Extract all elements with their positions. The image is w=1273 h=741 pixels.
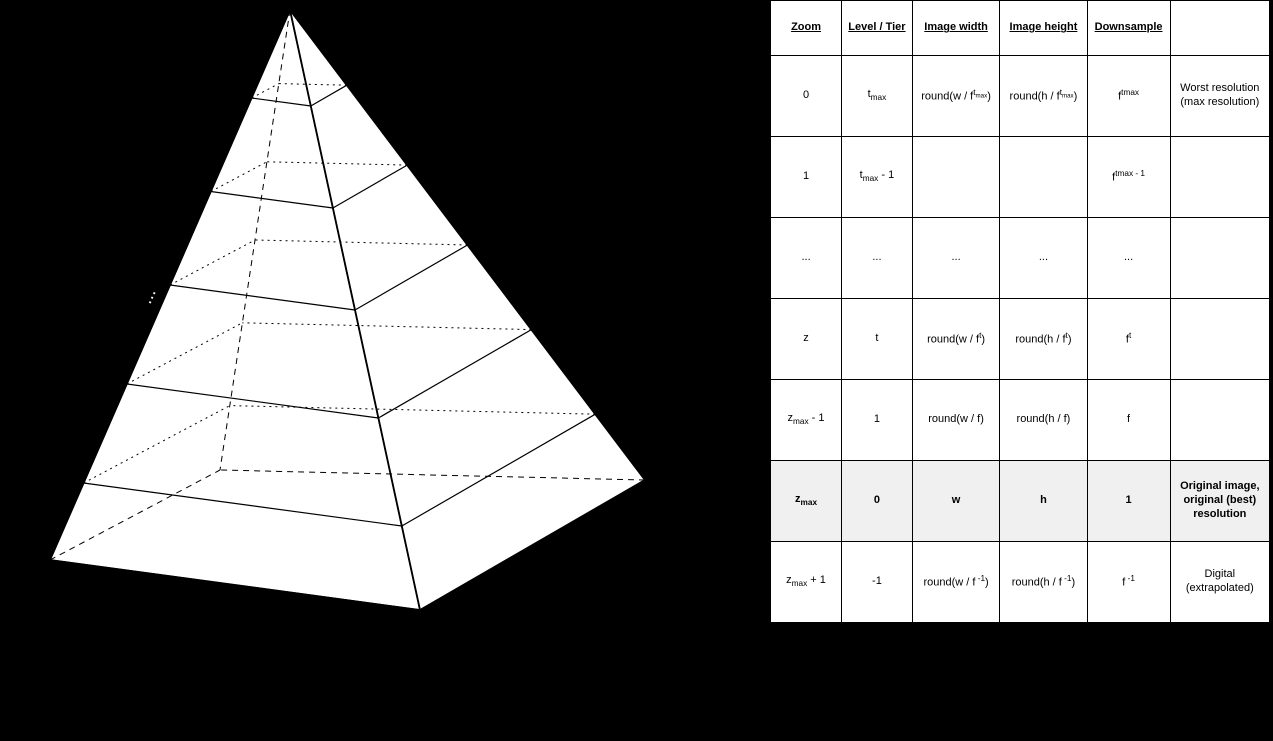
table-cell: 0 <box>842 461 913 542</box>
table-cell: round(w / ft) <box>912 299 1000 380</box>
table-cell: round(w / ftmax) <box>912 56 1000 137</box>
table-cell: round(h / ftmax) <box>1000 56 1087 137</box>
table-cell: -1 <box>842 542 913 623</box>
table-cell: tmax - 1 <box>842 137 913 218</box>
table-cell: Worst resolution (max resolution) <box>1170 56 1269 137</box>
col-header-downsample: Downsample <box>1087 1 1170 56</box>
table-header-row: Zoom Level / Tier Image width Image heig… <box>771 1 1270 56</box>
table-cell: round(h / f) <box>1000 380 1087 461</box>
table-cell: round(h / f -1) <box>1000 542 1087 623</box>
table-row: 0tmaxround(w / ftmax)round(h / ftmax)ftm… <box>771 56 1270 137</box>
table-cell: Digital (extrapolated) <box>1170 542 1269 623</box>
stage: ... Zoom Level / Tier Image width Image … <box>0 0 1273 741</box>
zoom-level-table: Zoom Level / Tier Image width Image heig… <box>770 0 1270 623</box>
table-body: 0tmaxround(w / ftmax)round(h / ftmax)ftm… <box>771 56 1270 623</box>
table-cell: 0 <box>771 56 842 137</box>
table-cell: round(w / f) <box>912 380 1000 461</box>
pyramid-diagram: ... <box>0 0 770 741</box>
pyramid-svg: ... <box>20 0 720 640</box>
table-cell <box>1170 137 1269 218</box>
table-cell: ft <box>1087 299 1170 380</box>
table-cell <box>912 137 1000 218</box>
table-cell <box>1000 137 1087 218</box>
table-cell: tmax <box>842 56 913 137</box>
table-cell <box>1170 299 1269 380</box>
table-row: ............... <box>771 218 1270 299</box>
col-header-level: Level / Tier <box>842 1 913 56</box>
table-cell: z <box>771 299 842 380</box>
table-cell: w <box>912 461 1000 542</box>
table-cell: Original image, original (best) resoluti… <box>1170 461 1269 542</box>
table-row: ztround(w / ft)round(h / ft)ft <box>771 299 1270 380</box>
table-cell: 1 <box>1087 461 1170 542</box>
col-header-width: Image width <box>912 1 1000 56</box>
table-row: zmax0wh1Original image, original (best) … <box>771 461 1270 542</box>
table-cell: h <box>1000 461 1087 542</box>
table-cell: 1 <box>771 137 842 218</box>
col-header-height: Image height <box>1000 1 1087 56</box>
col-header-zoom: Zoom <box>771 1 842 56</box>
table-cell: f <box>1087 380 1170 461</box>
zoom-level-table-wrap: Zoom Level / Tier Image width Image heig… <box>770 0 1273 623</box>
table-row: zmax + 1-1round(w / f -1)round(h / f -1)… <box>771 542 1270 623</box>
pyramid-ellipsis-label: ... <box>135 285 159 307</box>
table-cell: t <box>842 299 913 380</box>
table-cell: round(w / f -1) <box>912 542 1000 623</box>
table-cell: ftmax - 1 <box>1087 137 1170 218</box>
table-cell <box>1170 380 1269 461</box>
table-cell: 1 <box>842 380 913 461</box>
table-cell: ... <box>1087 218 1170 299</box>
col-header-note <box>1170 1 1269 56</box>
table-cell: f -1 <box>1087 542 1170 623</box>
table-cell: zmax - 1 <box>771 380 842 461</box>
table-cell <box>1170 218 1269 299</box>
table-cell: zmax + 1 <box>771 542 842 623</box>
table-cell: ... <box>771 218 842 299</box>
table-cell: ... <box>912 218 1000 299</box>
table-row: zmax - 11round(w / f)round(h / f)f <box>771 380 1270 461</box>
table-row: 1tmax - 1 ftmax - 1 <box>771 137 1270 218</box>
table-cell: zmax <box>771 461 842 542</box>
table-cell: ... <box>842 218 913 299</box>
table-cell: ... <box>1000 218 1087 299</box>
table-cell: round(h / ft) <box>1000 299 1087 380</box>
table-cell: ftmax <box>1087 56 1170 137</box>
